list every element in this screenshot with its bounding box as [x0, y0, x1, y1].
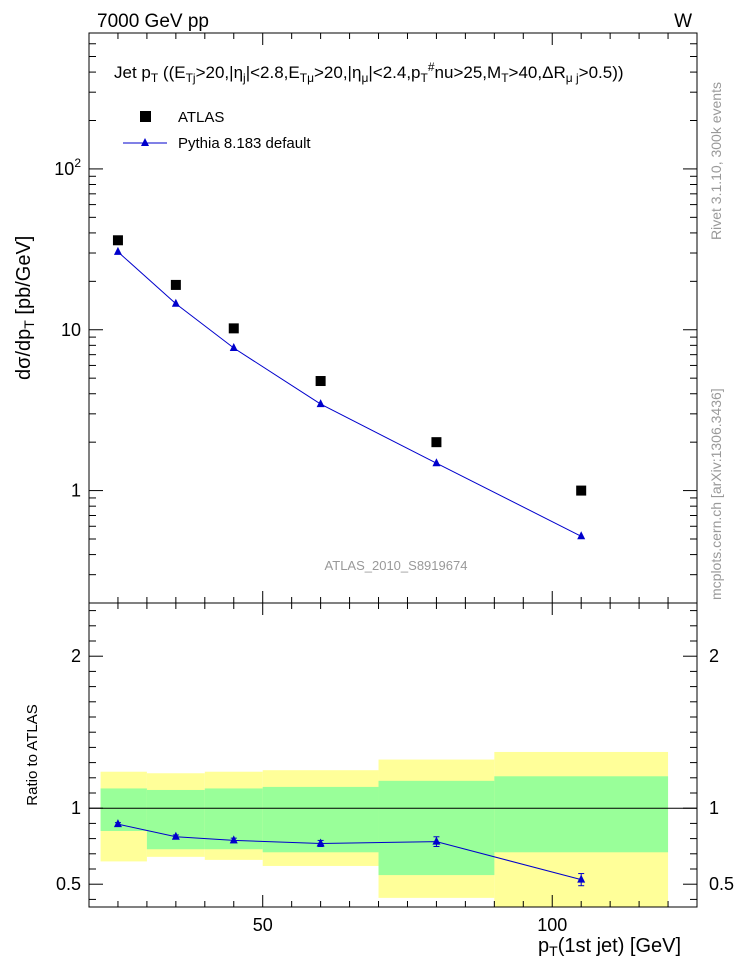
ratio-line — [117, 823, 582, 881]
legend: ATLAS Pythia 8.183 default — [123, 109, 311, 152]
header-right: W — [674, 11, 692, 32]
y-axis-label-group: dσ/dpT [pb/GeV] — [13, 236, 37, 380]
legend-label-pythia: Pythia 8.183 default — [178, 135, 311, 152]
y-axis-label: dσ/dpT [pb/GeV] — [13, 236, 37, 380]
y-tick-label: 10 — [61, 320, 81, 340]
mc-point — [316, 399, 325, 408]
y-tick-label: 102 — [54, 156, 81, 179]
ratio-y-tick-label-right: 2 — [709, 646, 719, 666]
ratio-panel: 0.5 0.5 1 1 2 2 50 100 Ratio to ATLAS pT(1st jet)… — [24, 602, 734, 959]
mc-point — [229, 343, 238, 352]
data-point — [431, 437, 442, 448]
ratio-point — [229, 835, 238, 844]
mc-point — [432, 458, 441, 467]
x-axis-label: pT(1st jet) [GeV] — [538, 935, 681, 959]
main-panel: 1 10 102 Jet pT ((ETj>20,|ηj|<2.8,ETμ>20,|η… — [13, 32, 698, 604]
side-label-lower: mcplots.cern.ch [arXiv:1306.3436] — [708, 388, 724, 600]
x-tick-label: 100 — [537, 915, 567, 935]
chart-title: Jet pT ((ETj>20,|ηj|<2.8,ETμ>20,|ημ|<2.4… — [114, 60, 624, 85]
watermark: ATLAS_2010_S8919674 — [325, 558, 468, 573]
legend-label-atlas: ATLAS — [178, 109, 224, 126]
ratio-point — [113, 819, 122, 828]
mc-line — [117, 251, 582, 537]
band-inner — [100, 788, 147, 831]
band-inner — [494, 776, 669, 853]
legend-marker-atlas — [140, 111, 151, 122]
header-left: 7000 GeV pp — [97, 11, 209, 32]
data-point — [228, 323, 239, 334]
data-point — [170, 279, 181, 290]
ratio-y-axis-label: Ratio to ATLAS — [24, 704, 41, 805]
legend-marker-pythia — [141, 138, 149, 146]
band-inner — [378, 780, 495, 876]
ratio-y-tick-label-right: 1 — [709, 798, 719, 818]
ratio-y-tick-label-right: 0.5 — [709, 874, 734, 894]
mc-point — [171, 298, 180, 307]
mc-point — [577, 531, 586, 540]
ratio-frame — [88, 602, 698, 908]
side-label-upper: Rivet 3.1.10, 300k events — [708, 82, 724, 240]
ratio-point — [316, 838, 325, 847]
data-point — [112, 235, 123, 246]
ratio-point — [171, 831, 180, 840]
ratio-point — [577, 874, 586, 883]
data-point — [576, 485, 587, 496]
band-inner — [146, 789, 205, 850]
mc-point — [113, 246, 122, 255]
y-tick-label: 1 — [71, 481, 81, 501]
ratio-y-tick-label: 0.5 — [56, 874, 81, 894]
ratio-y-tick-label: 2 — [71, 646, 81, 666]
ratio-point — [432, 836, 441, 845]
ratio-y-tick-label: 1 — [71, 798, 81, 818]
data-point — [315, 376, 326, 387]
x-tick-label: 50 — [253, 915, 273, 935]
